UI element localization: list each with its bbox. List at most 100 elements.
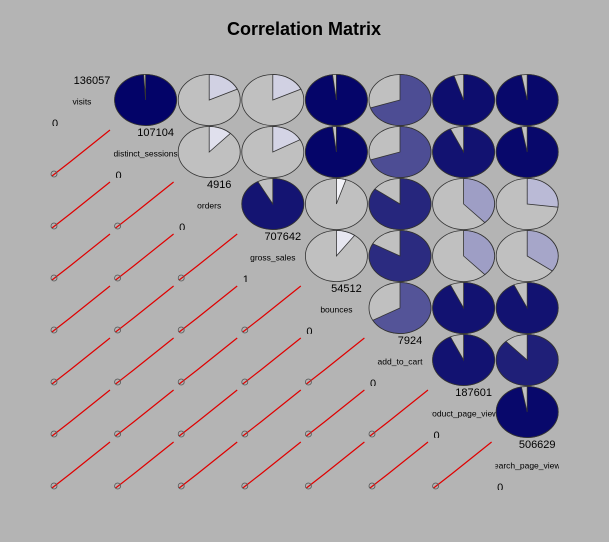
scatter-origin — [50, 378, 58, 386]
scatter-origin — [114, 430, 121, 438]
variable-min: 0 — [116, 170, 122, 182]
pie-wedge — [372, 282, 432, 334]
scatter-trace — [51, 129, 111, 177]
pie-wedge — [495, 282, 559, 334]
scatter-origin — [114, 274, 121, 282]
scatter-origin — [114, 482, 121, 490]
variable-name: search_page_views — [490, 460, 565, 470]
variable-max: 136057 — [74, 75, 111, 87]
variable-min: 0 — [306, 326, 312, 338]
variable-name: orders — [197, 200, 221, 210]
scatter-origin — [304, 378, 312, 386]
scatter-trace — [115, 181, 174, 229]
scatter-trace — [242, 285, 302, 333]
diagonal-panel: 506629 search_page_views 0 — [490, 439, 565, 494]
scatter-trace — [115, 441, 174, 489]
scatter-origin — [177, 378, 185, 386]
variable-name: product_page_views — [425, 408, 503, 418]
variable-max: 707642 — [264, 231, 301, 243]
diagonal-panel: 107104 distinct_sessions 0 — [114, 127, 178, 182]
pie-wedge — [208, 74, 238, 101]
pie-wedge — [368, 178, 432, 230]
diagonal-panel: 7924 add_to_cart 0 — [370, 335, 424, 390]
scatter-trace — [369, 441, 429, 489]
scatter-origin — [50, 326, 58, 334]
variable-max: 7924 — [398, 335, 422, 347]
scatter-trace — [51, 337, 111, 385]
scatter-trace — [115, 233, 174, 281]
pie-wedge — [495, 334, 559, 386]
pie-wedge — [272, 126, 301, 153]
variable-max: 54512 — [331, 283, 362, 295]
variable-max: 107104 — [137, 127, 174, 139]
scatter-origin — [177, 326, 185, 334]
pie-wedge — [495, 126, 559, 178]
diagonal-panel: 707642 gross_sales 1 — [243, 231, 301, 286]
pie-wedge — [369, 126, 432, 178]
scatter-origin — [304, 482, 312, 490]
scatter-origin — [241, 378, 249, 386]
diagonal-panel: 136057 visits 0 — [52, 75, 111, 126]
scatter-origin — [241, 430, 249, 438]
variable-name: add_to_cart — [378, 356, 424, 366]
scatter-trace — [306, 389, 365, 437]
scatter-origin — [241, 326, 249, 334]
variable-max: 4916 — [207, 179, 231, 191]
scatter-trace — [115, 389, 174, 437]
pie-wedge — [432, 334, 495, 386]
pie-wedge — [495, 74, 559, 126]
scatter-trace — [178, 233, 238, 281]
pie-wedge — [272, 74, 302, 101]
pie-wedge — [241, 178, 305, 230]
scatter-origin — [304, 430, 312, 438]
scatter-trace — [178, 389, 238, 437]
diagonal-panel: 54512 bounces 0 — [306, 283, 362, 338]
scatter-origin — [50, 222, 58, 230]
pie-wedge — [369, 74, 432, 126]
scatter-trace — [242, 337, 302, 385]
pie-wedge — [432, 74, 495, 126]
pie-wedge — [432, 282, 495, 334]
scatter-trace — [51, 285, 111, 333]
scatter-trace — [306, 337, 365, 385]
scatter-origin — [177, 482, 185, 490]
diagonal-panel: 187601 product_page_views 0 — [425, 387, 503, 442]
variable-name: visits — [73, 96, 92, 106]
scatter-origin — [50, 274, 58, 282]
variable-min: 0 — [434, 430, 440, 442]
scatter-origin — [177, 274, 185, 282]
scatter-trace — [242, 389, 302, 437]
diagonal-panel: 4916 orders 0 — [179, 179, 231, 230]
pie-wedge — [305, 126, 368, 178]
pie-wedge — [336, 178, 347, 205]
variable-max: 187601 — [455, 387, 492, 399]
scatter-trace — [51, 181, 111, 229]
scatter-origin — [368, 430, 376, 438]
scatter-origin — [114, 222, 121, 230]
variable-name: gross_sales — [250, 252, 295, 262]
scatter-origin — [50, 482, 58, 490]
scatter-origin — [50, 170, 58, 178]
scatter-trace — [115, 285, 174, 333]
pie-wedge — [368, 230, 432, 282]
pie-wedge — [114, 74, 177, 126]
variable-min: 0 — [370, 378, 376, 390]
scatter-trace — [51, 233, 111, 281]
scatter-origin — [114, 378, 121, 386]
variable-min: 1 — [243, 274, 249, 286]
variable-min: 0 — [497, 482, 503, 494]
scatter-origin — [432, 482, 440, 490]
scatter-trace — [51, 441, 111, 489]
scatter-origin — [241, 482, 249, 490]
pie-wedge — [432, 126, 495, 178]
pie-wedge — [305, 74, 368, 126]
scatter-origin — [368, 482, 376, 490]
chart-title: Correlation Matrix — [227, 19, 381, 39]
scatter-origin — [177, 430, 185, 438]
pie-wedge — [526, 230, 559, 272]
scatter-origin — [114, 326, 121, 334]
pie-wedge — [208, 126, 232, 153]
variable-name: bounces — [320, 304, 352, 314]
scatter-trace — [51, 389, 111, 437]
